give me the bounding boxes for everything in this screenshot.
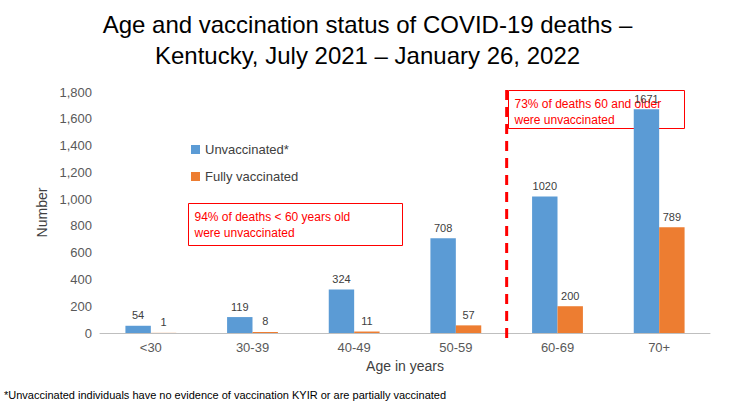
svg-text:1020: 1020 [533,180,557,192]
svg-text:1671: 1671 [634,93,658,105]
svg-text:30-39: 30-39 [236,340,269,355]
svg-text:200: 200 [70,299,92,314]
svg-text:70+: 70+ [648,340,670,355]
svg-text:54: 54 [132,309,144,321]
svg-text:1,600: 1,600 [59,111,92,126]
svg-text:1,000: 1,000 [59,192,92,207]
svg-text:789: 789 [663,211,681,223]
svg-text:1,200: 1,200 [59,165,92,180]
svg-text:<30: <30 [140,340,162,355]
svg-text:Age and vaccination status of: Age and vaccination status of COVID-19 d… [103,11,633,38]
svg-text:708: 708 [434,222,452,234]
svg-text:Kentucky, July 2021 – January: Kentucky, July 2021 – January 26, 2022 [155,42,580,69]
svg-text:1: 1 [160,316,166,328]
svg-text:were unvaccinated: were unvaccinated [194,226,295,240]
svg-text:73% of deaths 60 and older: 73% of deaths 60 and older [514,96,662,111]
svg-text:119: 119 [231,301,249,313]
svg-text:60-69: 60-69 [541,340,574,355]
svg-text:8: 8 [262,315,268,327]
svg-text:were unvaccinated: were unvaccinated [514,113,615,127]
svg-text:400: 400 [70,272,92,287]
svg-text:*Unvaccinated individuals have: *Unvaccinated individuals have no eviden… [4,389,446,401]
svg-text:600: 600 [70,245,92,260]
svg-text:Fully vaccinated: Fully vaccinated [205,169,298,184]
svg-text:40-49: 40-49 [338,340,371,355]
svg-text:11: 11 [361,315,372,327]
svg-text:Age in years: Age in years [366,358,444,374]
svg-text:57: 57 [462,309,474,321]
svg-text:0: 0 [85,326,92,341]
svg-text:Unvaccinated*: Unvaccinated* [205,142,289,157]
svg-text:1,400: 1,400 [59,138,92,153]
svg-text:1,800: 1,800 [59,85,92,100]
svg-text:200: 200 [561,290,579,302]
svg-text:800: 800 [70,218,92,233]
svg-text:Number: Number [34,187,50,237]
svg-text:50-59: 50-59 [439,340,472,355]
svg-text:94% of deaths < 60 years old: 94% of deaths < 60 years old [195,210,351,224]
svg-text:324: 324 [332,273,350,285]
